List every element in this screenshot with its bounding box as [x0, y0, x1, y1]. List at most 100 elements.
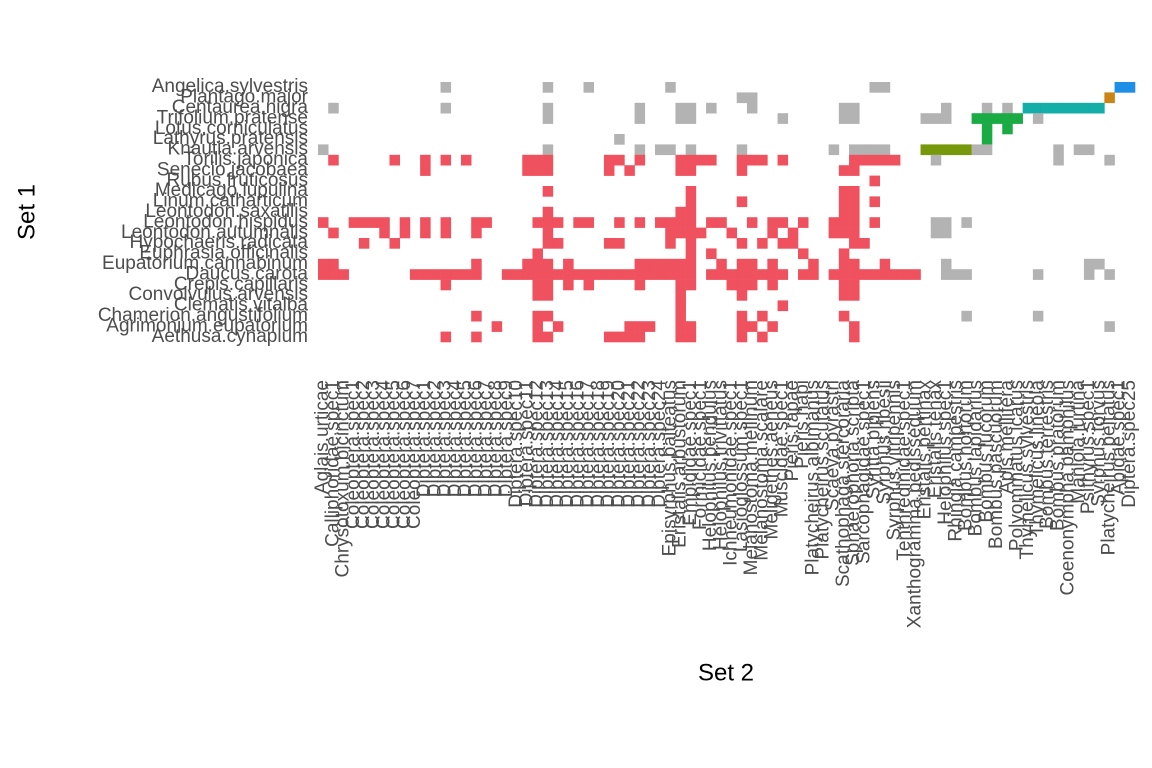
- column-label: Eristalis.tenax: [925, 380, 946, 499]
- column-label: Syrphus.ribesii: [874, 380, 895, 505]
- cell: [440, 269, 452, 280]
- cell: [838, 279, 850, 291]
- cell: [614, 134, 625, 145]
- cell: [532, 248, 543, 260]
- cell: [491, 321, 503, 332]
- cell: [552, 269, 564, 280]
- cell: [552, 238, 564, 249]
- cell: [399, 217, 411, 228]
- column-label: Coleoptera.spec1: [343, 380, 364, 529]
- cell: [1032, 269, 1044, 280]
- cell: [675, 102, 686, 114]
- cell: [1002, 113, 1013, 124]
- cell: [767, 279, 778, 291]
- cell: [542, 206, 554, 218]
- cell: [460, 154, 472, 166]
- cell: [940, 217, 952, 228]
- cell: [971, 144, 983, 156]
- cell: [838, 206, 850, 218]
- row-label: Angelica.sylvestris: [152, 76, 308, 97]
- cell: [665, 227, 676, 239]
- cell: [634, 279, 646, 291]
- column-label: Rhingia.campestris: [945, 380, 966, 542]
- cell: [512, 269, 523, 280]
- cell: [675, 269, 686, 280]
- cell: [542, 279, 554, 291]
- cell: [460, 269, 472, 280]
- cell: [542, 102, 554, 114]
- cell: [1104, 269, 1115, 280]
- cell: [838, 186, 850, 197]
- cell: [736, 279, 748, 291]
- cell: [1063, 102, 1075, 114]
- cell: [828, 227, 840, 239]
- cell: [879, 258, 891, 270]
- column-label: Diptera.spec23: [639, 380, 660, 508]
- cell: [665, 269, 676, 280]
- column-label: Helophilus.pendulus: [700, 380, 721, 551]
- cell: [981, 102, 993, 114]
- column-label: Syritta.pipiens: [864, 380, 885, 499]
- cell: [930, 217, 942, 228]
- cell: [440, 102, 452, 114]
- cell: [471, 227, 482, 239]
- cell: [603, 154, 615, 166]
- cell: [685, 217, 697, 228]
- row-label: Torilis.japonica: [183, 149, 308, 170]
- cell: [736, 310, 748, 322]
- cell: [481, 217, 492, 228]
- cell: [420, 217, 431, 228]
- cell: [940, 102, 952, 114]
- cell: [746, 217, 758, 228]
- column-label: Maniola.jurtina: [1068, 380, 1089, 504]
- column-label: Polyommatus.icarus: [1007, 380, 1028, 551]
- cell: [440, 82, 452, 93]
- cell: [889, 154, 901, 166]
- cell: [736, 331, 748, 343]
- cell: [726, 269, 738, 280]
- cell: [389, 154, 400, 166]
- cell: [542, 331, 554, 343]
- cell: [859, 144, 870, 156]
- row-label: Plantago.major: [180, 87, 308, 108]
- cell: [614, 154, 625, 166]
- cell: [951, 144, 962, 156]
- cell: [1032, 113, 1044, 124]
- cell: [634, 217, 646, 228]
- cell: [961, 269, 972, 280]
- cell: [655, 269, 666, 280]
- cell: [532, 269, 543, 280]
- cell: [736, 165, 748, 176]
- cell: [736, 290, 748, 301]
- cell: [501, 269, 513, 280]
- cell: [532, 290, 543, 301]
- row-label: Euphrasia.officinalis: [139, 243, 308, 264]
- cell: [981, 113, 993, 124]
- cell: [685, 238, 697, 249]
- cell: [828, 217, 840, 228]
- column-label: Diptera.spec17: [578, 380, 599, 508]
- cell: [675, 258, 686, 270]
- cell: [1032, 310, 1044, 322]
- cell: [849, 154, 860, 166]
- cell: [716, 258, 727, 270]
- cell: [757, 331, 768, 343]
- cell: [532, 279, 543, 291]
- cell: [940, 258, 952, 270]
- column-label: Diptera.spec16: [567, 380, 588, 508]
- cell: [1073, 144, 1085, 156]
- cell: [736, 321, 748, 332]
- cell: [665, 144, 676, 156]
- column-label: Diptera.spec10: [506, 380, 527, 508]
- cell: [767, 258, 778, 270]
- cell: [746, 92, 758, 104]
- column-label: Scaeva.pyrastri: [823, 380, 844, 511]
- cell: [777, 154, 789, 166]
- cell: [665, 82, 676, 93]
- column-label: Diptera.spec12: [527, 380, 548, 508]
- cell: [787, 227, 799, 239]
- cell: [869, 269, 880, 280]
- cell: [940, 227, 952, 239]
- cell: [634, 144, 646, 156]
